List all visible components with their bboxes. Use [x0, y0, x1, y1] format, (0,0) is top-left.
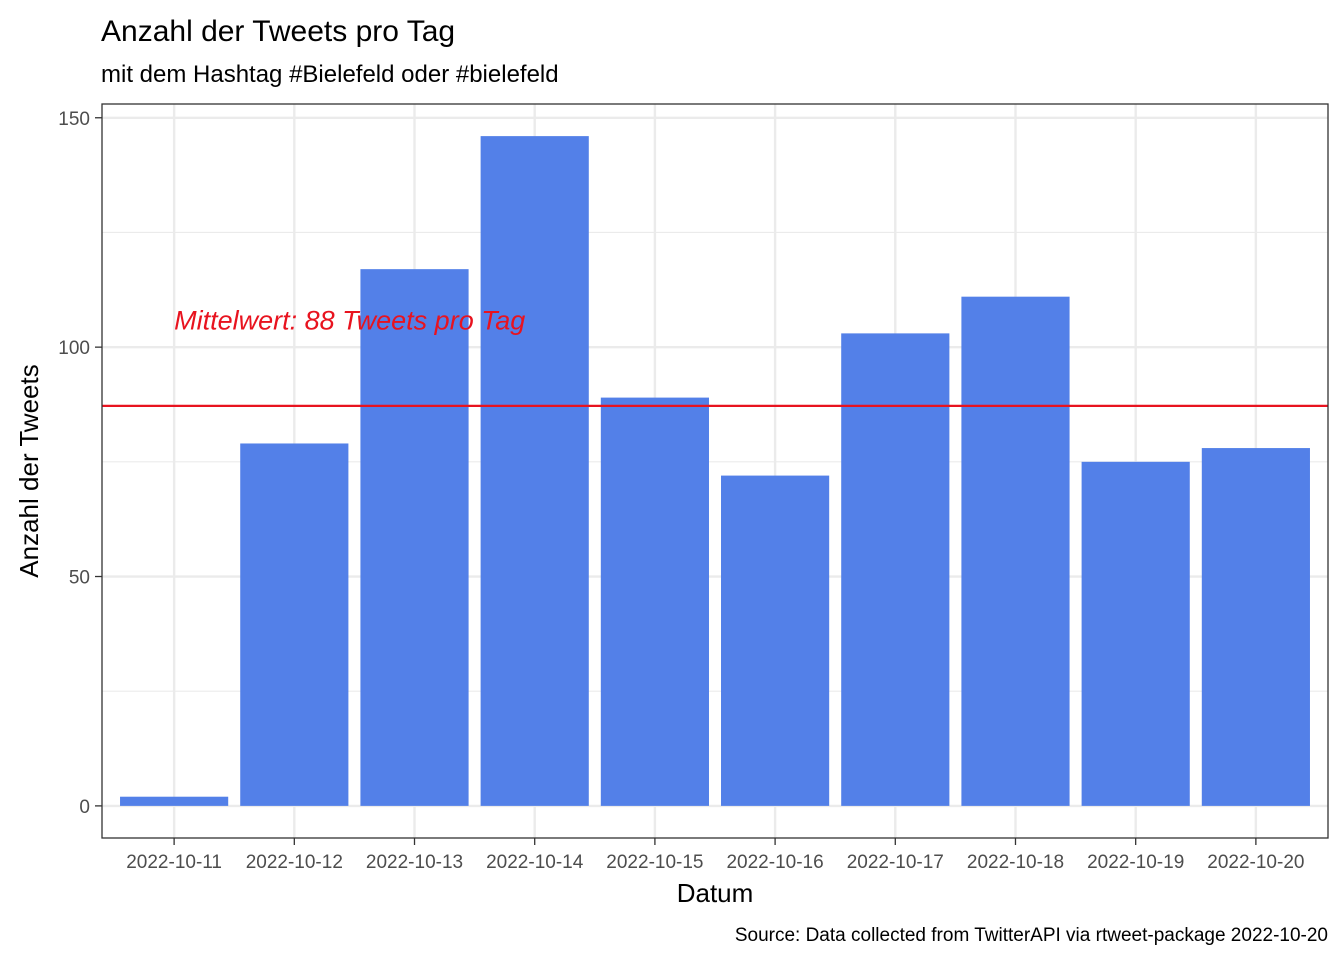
- x-tick-label: 2022-10-18: [967, 852, 1064, 873]
- bar-2022-10-16: [721, 475, 830, 806]
- x-tick-label: 2022-10-14: [486, 852, 584, 873]
- y-axis-title: Anzahl der Tweets: [14, 364, 44, 577]
- chart-subtitle: mit dem Hashtag #Bielefeld oder #bielefe…: [101, 61, 559, 88]
- x-tick-label: 2022-10-20: [1207, 852, 1304, 873]
- bar-2022-10-20: [1201, 448, 1310, 806]
- y-tick-label: 50: [69, 568, 90, 589]
- x-tick-label: 2022-10-13: [366, 852, 463, 873]
- bar-2022-10-19: [1081, 461, 1190, 806]
- x-tick-label: 2022-10-11: [126, 852, 222, 873]
- y-tick-label: 150: [58, 109, 90, 130]
- x-axis-title: Datum: [677, 878, 754, 908]
- x-tick-label: 2022-10-15: [606, 852, 703, 873]
- x-tick-label: 2022-10-16: [726, 852, 823, 873]
- chart-title: Anzahl der Tweets pro Tag: [101, 15, 455, 48]
- bar-2022-10-18: [961, 296, 1070, 806]
- bar-2022-10-11: [120, 796, 229, 806]
- bar-2022-10-12: [240, 443, 349, 806]
- bar-2022-10-14: [480, 136, 589, 806]
- y-tick-label: 100: [58, 338, 90, 359]
- x-tick-label: 2022-10-12: [246, 852, 343, 873]
- x-tick-label: 2022-10-19: [1087, 852, 1184, 873]
- mean-annotation: Mittelwert: 88 Tweets pro Tag: [174, 306, 525, 336]
- mean-layer: Mittelwert: 88 Tweets pro Tag: [102, 306, 1328, 407]
- chart-caption: Source: Data collected from TwitterAPI v…: [735, 925, 1328, 946]
- plot-border: [101, 103, 1329, 839]
- bar-2022-10-15: [600, 397, 709, 806]
- x-tick-label: 2022-10-17: [847, 852, 944, 873]
- bars: [120, 136, 1310, 806]
- axes: 0 50 100 150 2022-10-11 2022-10-12 2022-10-13 2…: [58, 109, 1304, 873]
- bar-2022-10-17: [841, 333, 950, 806]
- y-tick-label: 0: [79, 797, 90, 818]
- bar-2022-10-13: [360, 269, 469, 806]
